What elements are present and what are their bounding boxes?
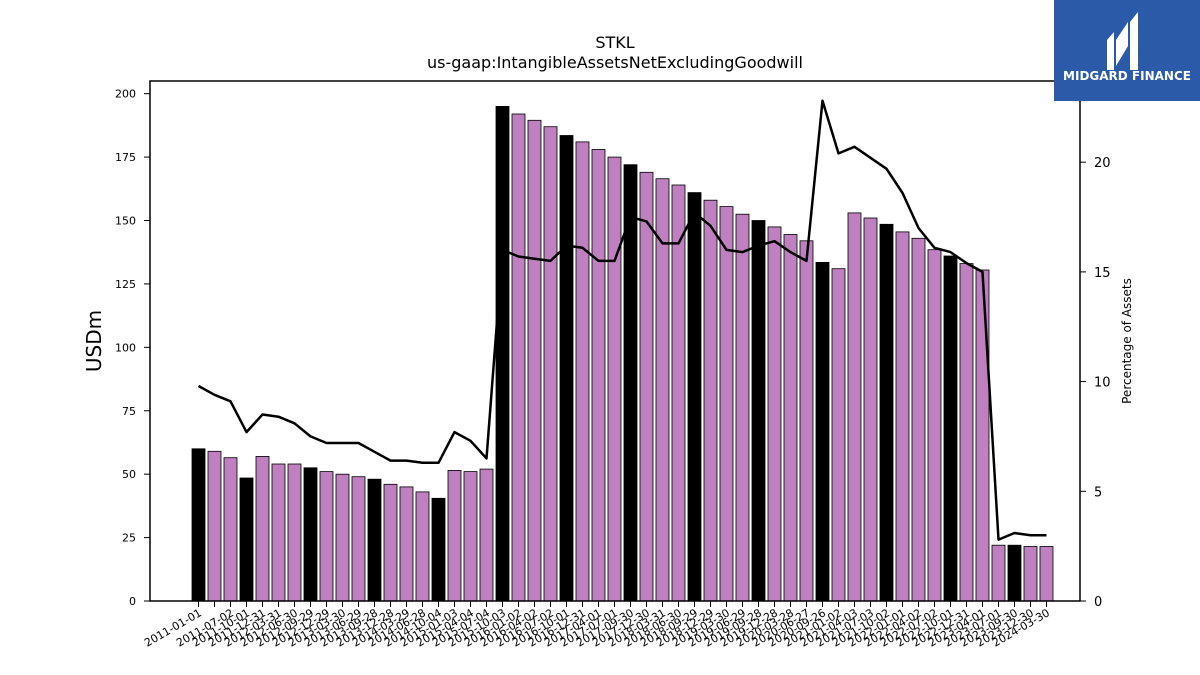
y-tick-label: 175 (115, 151, 136, 164)
bar (415, 491, 430, 602)
percentage-line (197, 99, 1047, 541)
bar (895, 231, 910, 602)
y2-tick-label: 20 (1094, 156, 1111, 171)
plot-frame (149, 80, 1081, 602)
y-axis-label: USDm (82, 310, 106, 372)
bar (431, 497, 446, 602)
bar (703, 199, 718, 602)
bar (959, 263, 974, 602)
y2-tick-label: 0 (1094, 595, 1102, 610)
bar (975, 269, 990, 602)
bar (207, 450, 222, 602)
bar (303, 467, 318, 602)
y-tick-label: 150 (115, 215, 136, 228)
logo-background (1054, 0, 1200, 101)
logo-text: MIDGARD FINANCE (1063, 69, 1191, 83)
bar (639, 171, 654, 602)
bar (719, 206, 734, 602)
bar (367, 478, 382, 602)
bar (495, 106, 510, 602)
bar (735, 213, 750, 602)
bar (1039, 546, 1054, 602)
bar (575, 141, 590, 602)
bar (335, 473, 350, 602)
bar (287, 463, 302, 602)
bar (239, 477, 254, 602)
y-tick-label: 75 (122, 405, 136, 418)
midgard-finance-logo: MIDGARD FINANCE (1054, 0, 1200, 101)
bar (815, 261, 830, 602)
y2-tick-label: 15 (1094, 266, 1111, 281)
y2-tick-label: 5 (1094, 485, 1102, 500)
bar (751, 220, 766, 602)
bar (863, 217, 878, 602)
bar (911, 237, 926, 602)
bar (671, 184, 686, 602)
bar (847, 212, 862, 602)
bar (511, 113, 526, 602)
bar (927, 249, 942, 602)
bar (399, 486, 414, 602)
bar (447, 469, 462, 602)
bar (783, 234, 798, 602)
bar (767, 226, 782, 602)
bar (319, 471, 334, 602)
line-group (197, 99, 1047, 541)
bar (271, 463, 286, 602)
bar (191, 448, 206, 602)
chart-title: STKL (595, 33, 634, 52)
bar (1023, 546, 1038, 602)
bar (591, 149, 606, 602)
bar (255, 455, 270, 602)
y-axis-left: 0 25 50 75 100 125 150 175 200 (115, 88, 150, 608)
y-axis-right: 0 5 10 15 20 (1080, 156, 1111, 610)
y-tick-label: 125 (115, 278, 136, 291)
logo-mark-icon (1107, 12, 1138, 70)
bar (879, 223, 894, 602)
y2-tick-label: 10 (1094, 376, 1111, 391)
x-axis: 2011-01-012011-07-022011-10-012011-12-31… (142, 601, 1052, 650)
bar (479, 468, 494, 602)
bar (527, 119, 542, 602)
bar (799, 240, 814, 602)
bar-group (191, 106, 1054, 602)
bar (463, 471, 478, 602)
bar (351, 476, 366, 602)
chart-subtitle: us-gaap:IntangibleAssetsNetExcludingGood… (427, 53, 803, 72)
bar (223, 457, 238, 602)
bar (383, 483, 398, 602)
bar (607, 156, 622, 602)
y-tick-label: 0 (129, 595, 136, 608)
bar (1007, 544, 1022, 602)
y-tick-label: 50 (122, 468, 136, 481)
bar (943, 255, 958, 602)
bar (687, 192, 702, 602)
y-tick-label: 25 (122, 532, 136, 545)
y-tick-label: 100 (115, 341, 136, 354)
bar (991, 544, 1006, 602)
bar (831, 268, 846, 602)
bar (543, 126, 558, 602)
bar (559, 135, 574, 602)
y-tick-label: 200 (115, 88, 136, 101)
y2-axis-label: Percentage of Assets (1120, 278, 1134, 404)
